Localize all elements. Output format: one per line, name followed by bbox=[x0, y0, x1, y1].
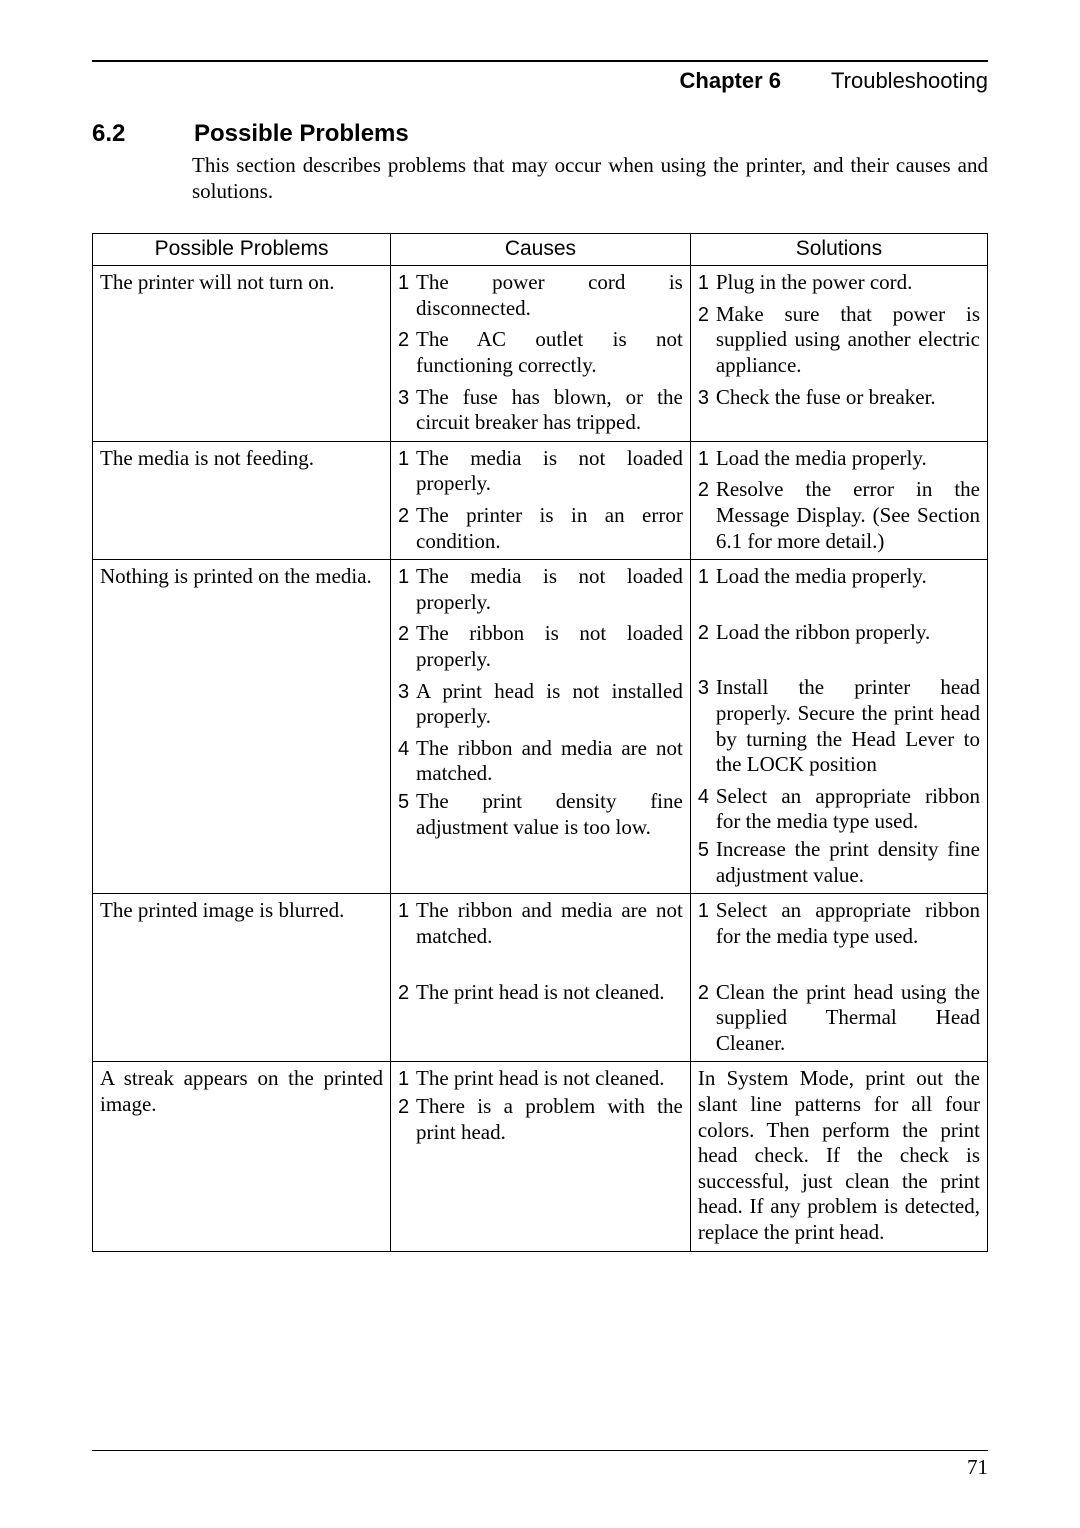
item-number: 3 bbox=[398, 680, 411, 731]
solutions-cell: In System Mode, print out the slant line… bbox=[690, 1062, 987, 1251]
solution-text: Install the printer head properly. Secur… bbox=[716, 675, 980, 777]
solution-text: Clean the print head using the supplied … bbox=[716, 980, 980, 1057]
item-number: 2 bbox=[698, 303, 711, 380]
causes-cell: 1The media is not loaded properly. 2The … bbox=[391, 560, 691, 894]
item-number: 1 bbox=[398, 899, 411, 950]
problem-cell: The media is not feeding. bbox=[93, 441, 391, 559]
section-number: 6.2 bbox=[92, 120, 152, 148]
problem-cell: Nothing is printed on the media. bbox=[93, 560, 391, 894]
item-number: 3 bbox=[398, 386, 411, 437]
solution-text: Make sure that power is supplied using a… bbox=[716, 302, 980, 379]
item-number: 5 bbox=[698, 838, 711, 889]
item-number: 3 bbox=[698, 676, 711, 778]
item-number: 2 bbox=[398, 504, 411, 555]
solution-text: Check the fuse or breaker. bbox=[716, 385, 980, 411]
cause-text: The ribbon and media are not matched. bbox=[416, 898, 683, 949]
cause-text: The ribbon is not loaded properly. bbox=[416, 621, 683, 672]
header-solutions: Solutions bbox=[690, 233, 987, 266]
cause-text: There is a problem with the print head. bbox=[416, 1094, 683, 1145]
solutions-cell: 1Select an appropriate ribbon for the me… bbox=[690, 894, 987, 1062]
problem-cell: The printer will not turn on. bbox=[93, 266, 391, 442]
cause-text: The media is not loaded properly. bbox=[416, 446, 683, 497]
page: Chapter 6 Troubleshooting 6.2 Possible P… bbox=[0, 0, 1080, 1528]
section-intro: This section describes problems that may… bbox=[192, 152, 988, 205]
solution-text: Load the ribbon properly. bbox=[716, 620, 980, 646]
item-number: 1 bbox=[698, 899, 711, 950]
solution-text: Select an appropriate ribbon for the med… bbox=[716, 784, 980, 835]
solution-text: In System Mode, print out the slant line… bbox=[698, 1066, 980, 1245]
solution-text: Plug in the power cord. bbox=[716, 270, 980, 296]
item-number: 1 bbox=[698, 271, 711, 297]
causes-cell: 1The media is not loaded properly. 2The … bbox=[391, 441, 691, 559]
page-header: Chapter 6 Troubleshooting bbox=[92, 68, 988, 94]
causes-cell: 1The print head is not cleaned. 2There i… bbox=[391, 1062, 691, 1251]
cause-text: The printer is in an error condition. bbox=[416, 503, 683, 554]
cause-text: The fuse has blown, or the circuit break… bbox=[416, 385, 683, 436]
header-causes: Causes bbox=[391, 233, 691, 266]
item-number: 2 bbox=[398, 1095, 411, 1146]
item-number: 4 bbox=[698, 785, 711, 836]
item-number: 1 bbox=[398, 271, 411, 322]
item-number: 2 bbox=[398, 622, 411, 673]
solutions-cell: 1Load the media properly. 2Load the ribb… bbox=[690, 560, 987, 894]
cause-text: The print head is not cleaned. bbox=[416, 1066, 683, 1092]
cause-text: The print head is not cleaned. bbox=[416, 980, 683, 1006]
item-number: 2 bbox=[698, 478, 711, 555]
table-row: The printer will not turn on. 1The power… bbox=[93, 266, 988, 442]
item-number: 2 bbox=[698, 981, 711, 1058]
item-number: 1 bbox=[698, 447, 711, 473]
cause-text: The media is not loaded properly. bbox=[416, 564, 683, 615]
problem-cell: A streak appears on the printed image. bbox=[93, 1062, 391, 1251]
table-row: Nothing is printed on the media. 1The me… bbox=[93, 560, 988, 894]
solutions-cell: 1Plug in the power cord. 2Make sure that… bbox=[690, 266, 987, 442]
problem-cell: The printed image is blurred. bbox=[93, 894, 391, 1062]
solution-text: Load the media properly. bbox=[716, 446, 980, 472]
item-number: 2 bbox=[698, 621, 711, 647]
page-footer: 71 bbox=[92, 1450, 988, 1480]
solution-text: Increase the print density fine adjustme… bbox=[716, 837, 980, 888]
item-number: 4 bbox=[398, 737, 411, 788]
problems-table: Possible Problems Causes Solutions The p… bbox=[92, 233, 988, 1252]
table-header-row: Possible Problems Causes Solutions bbox=[93, 233, 988, 266]
table-row: The printed image is blurred. 1The ribbo… bbox=[93, 894, 988, 1062]
chapter-title: Troubleshooting bbox=[831, 68, 988, 94]
item-number: 3 bbox=[698, 386, 711, 412]
causes-cell: 1The ribbon and media are not matched. 2… bbox=[391, 894, 691, 1062]
item-number: 1 bbox=[698, 565, 711, 591]
table-row: The media is not feeding. 1The media is … bbox=[93, 441, 988, 559]
solution-text: Resolve the error in the Message Display… bbox=[716, 477, 980, 554]
header-rule bbox=[92, 60, 988, 62]
item-number: 1 bbox=[398, 447, 411, 498]
item-number: 2 bbox=[398, 328, 411, 379]
item-number: 1 bbox=[398, 1067, 411, 1093]
cause-text: The power cord is disconnected. bbox=[416, 270, 683, 321]
causes-cell: 1The power cord is disconnected. 2The AC… bbox=[391, 266, 691, 442]
solutions-cell: 1Load the media properly. 2Resolve the e… bbox=[690, 441, 987, 559]
item-number: 2 bbox=[398, 981, 411, 1007]
table-row: A streak appears on the printed image. 1… bbox=[93, 1062, 988, 1251]
section-title: Possible Problems bbox=[194, 120, 409, 148]
item-number: 1 bbox=[398, 565, 411, 616]
header-problems: Possible Problems bbox=[93, 233, 391, 266]
page-number: 71 bbox=[967, 1455, 988, 1479]
cause-text: A print head is not installed properly. bbox=[416, 679, 683, 730]
cause-text: The print density fine adjustment value … bbox=[416, 789, 683, 840]
cause-text: The ribbon and media are not matched. bbox=[416, 736, 683, 787]
cause-text: The AC outlet is not functioning correct… bbox=[416, 327, 683, 378]
solution-text: Load the media properly. bbox=[716, 564, 980, 590]
item-number: 5 bbox=[398, 790, 411, 841]
chapter-label: Chapter 6 bbox=[680, 68, 781, 94]
section-heading: 6.2 Possible Problems bbox=[92, 120, 988, 148]
solution-text: Select an appropriate ribbon for the med… bbox=[716, 898, 980, 949]
